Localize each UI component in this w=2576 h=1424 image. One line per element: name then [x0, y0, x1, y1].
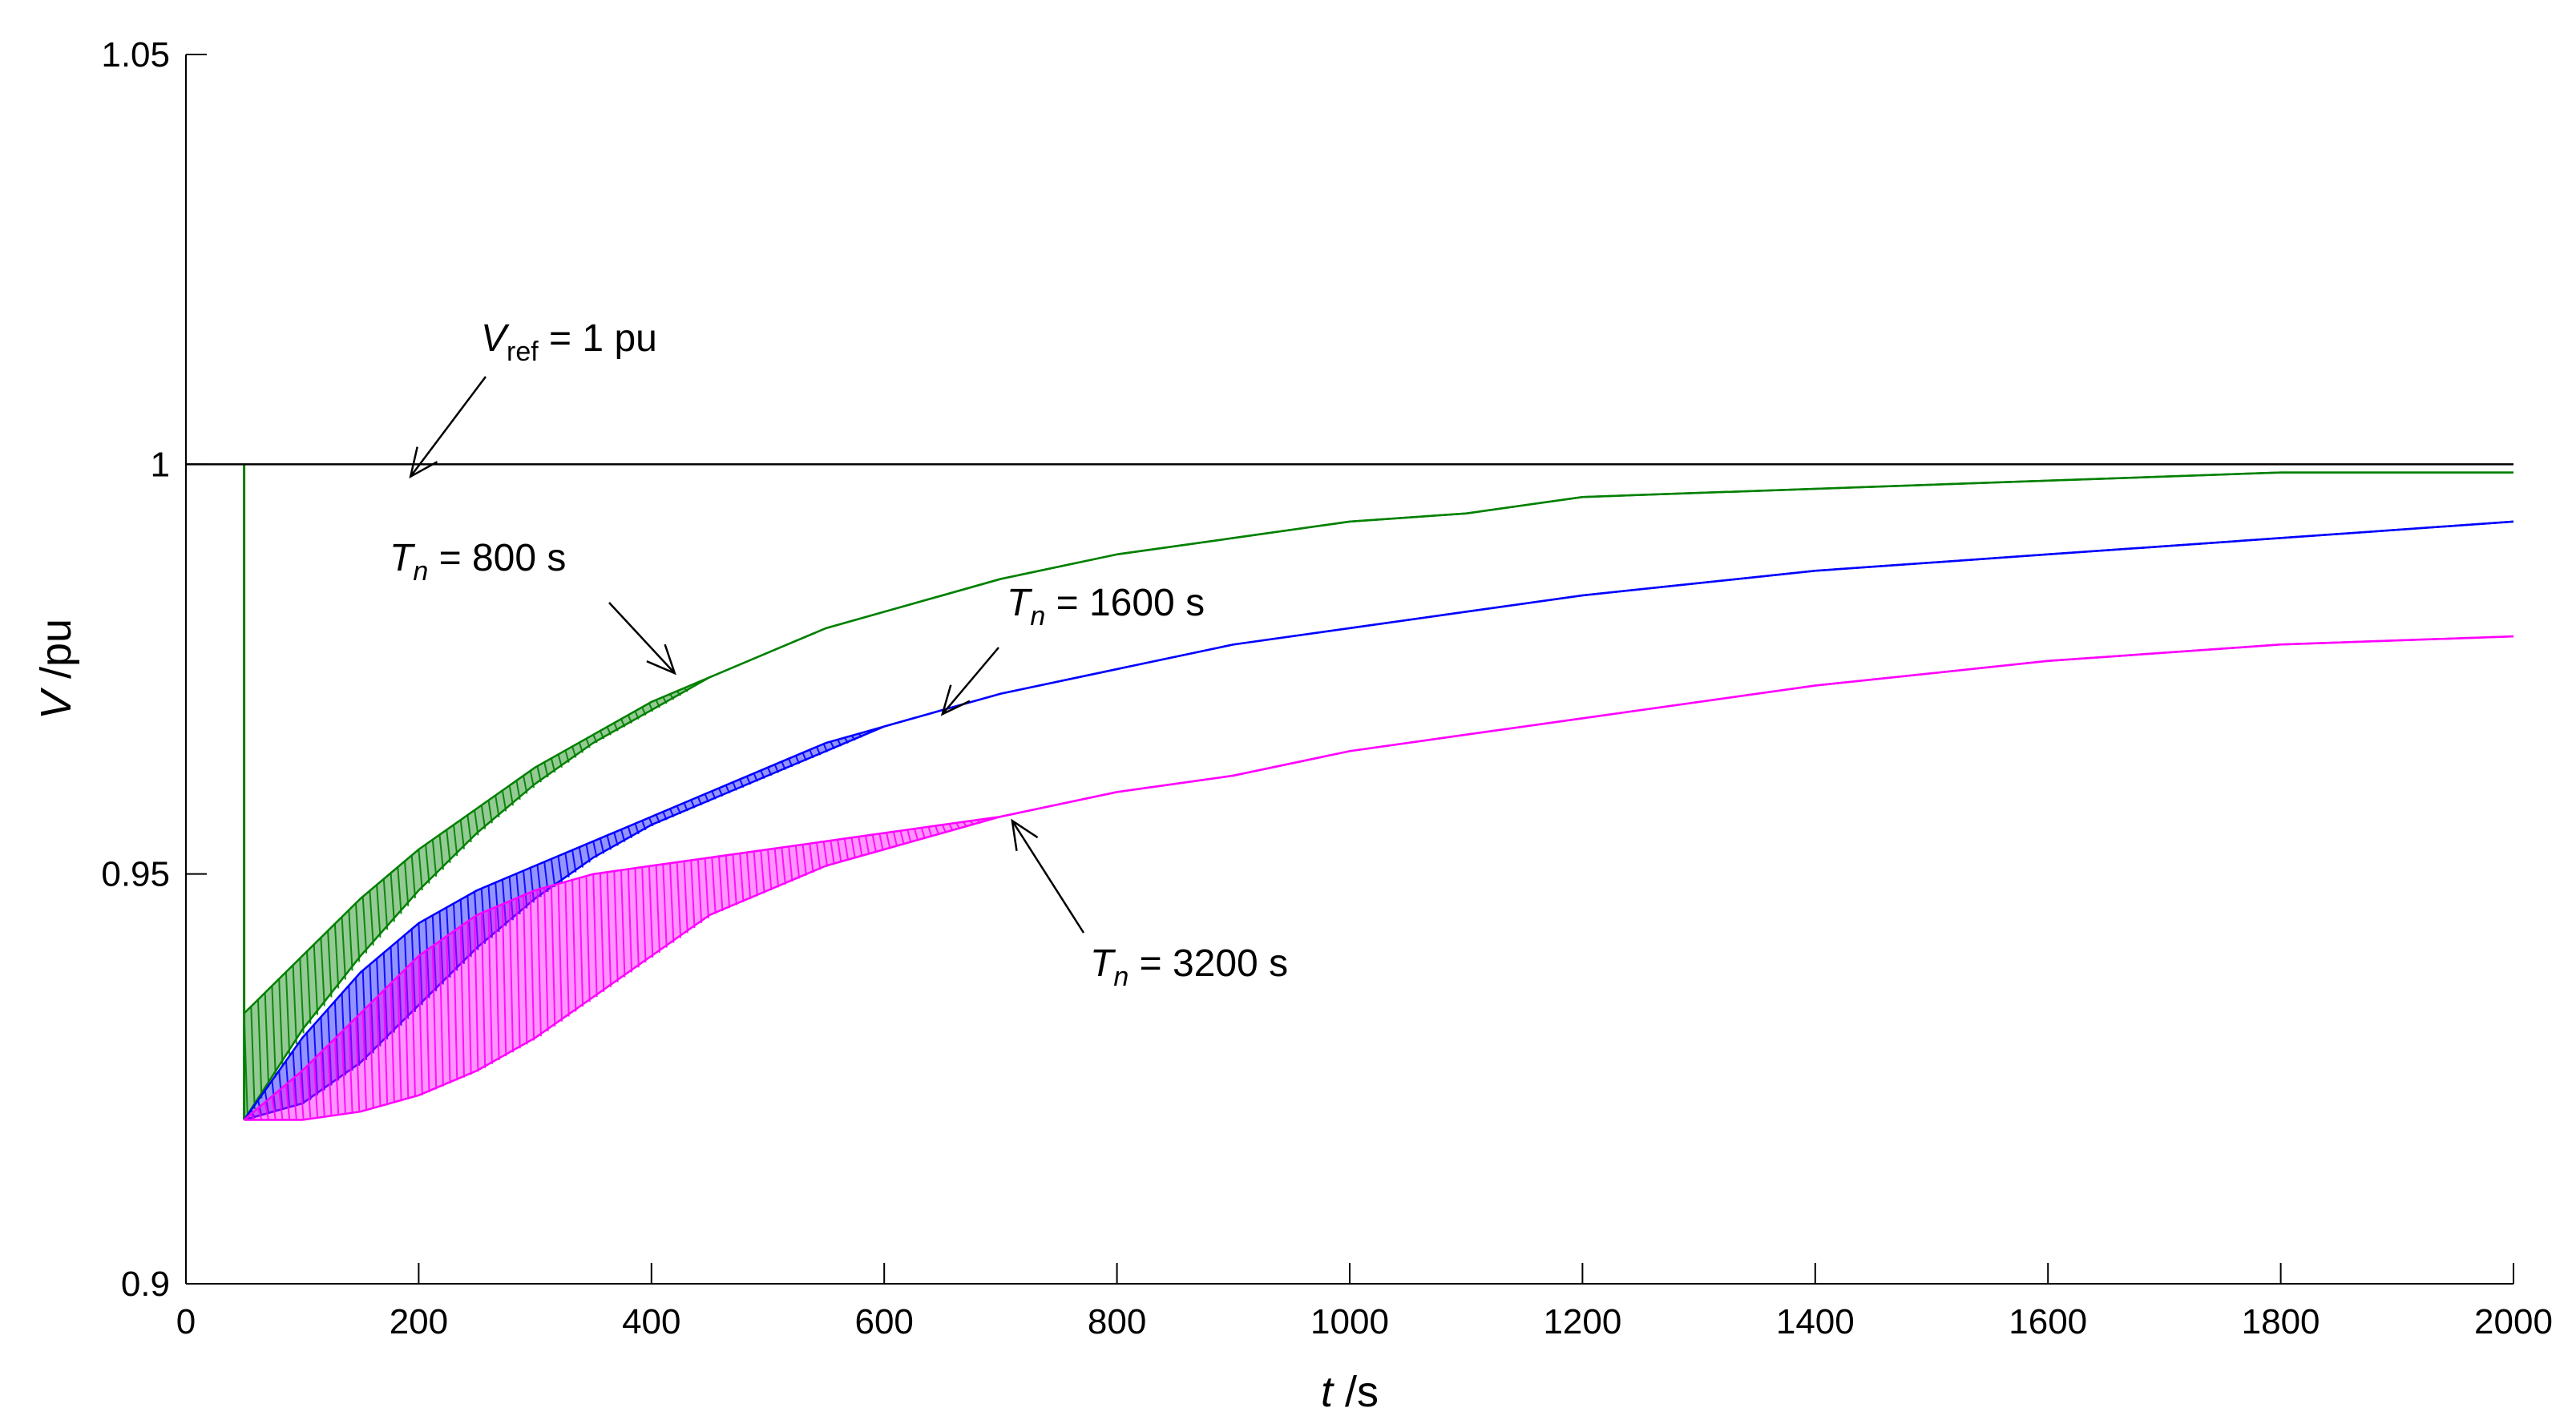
x-tick-label: 2000 [2474, 1302, 2553, 1341]
x-tick-label: 0 [176, 1302, 196, 1341]
series-tn3200-oscillation [250, 819, 982, 1121]
annotation-tn800-arrow [608, 602, 676, 676]
annotation-tn1600-arrow [940, 647, 999, 716]
series-tn800 [243, 471, 2513, 1121]
axes: 0 200 400 600 800 1000 1200 1400 1600 1800 2000 0.… [101, 35, 2553, 1341]
x-tick-label: 1200 [1543, 1302, 1621, 1341]
x-tick-label: 1800 [2242, 1302, 2320, 1341]
series-tn1600-band [244, 521, 2513, 1120]
annotations: Vref = 1 pu Tn = 800 s Tn = 1600 s Tn = … [390, 317, 1288, 992]
y-tick-label: 0.95 [101, 855, 170, 894]
x-tick-label: 1600 [2009, 1302, 2087, 1341]
x-ticks: 0 200 400 600 800 1000 1200 1400 1600 1800 2000 [176, 1263, 2553, 1341]
y-tick-label: 1 [151, 445, 170, 484]
annotation-tn3200-arrow [1011, 818, 1085, 934]
annotation-tn3200: Tn = 3200 s [1011, 818, 1288, 992]
series-tn3200 [243, 635, 2514, 1121]
series-tn3200-band [244, 636, 2513, 1120]
series-tn1600-upper-line [243, 520, 2514, 1121]
annotation-tn3200-label: Tn = 3200 s [1090, 942, 1288, 992]
annotation-tn1600-label: Tn = 1600 s [1007, 582, 1205, 631]
x-tick-label: 200 [390, 1302, 448, 1341]
series-tn800-band [244, 472, 2513, 1120]
annotation-vref: Vref = 1 pu [409, 317, 657, 479]
x-tick-label: 800 [1088, 1302, 1146, 1341]
x-tick-label: 600 [854, 1302, 913, 1341]
annotation-vref-arrow [409, 376, 487, 479]
plot-area [186, 463, 2514, 1121]
y-axis-label: V /pu [32, 619, 80, 720]
series-tn1600 [243, 520, 2514, 1121]
x-tick-label: 400 [622, 1302, 680, 1341]
series-tn3200-lower-line [244, 635, 2514, 1121]
annotation-tn1600: Tn = 1600 s [940, 582, 1205, 716]
series-tn800-lower-line [243, 471, 2513, 1121]
y-ticks: 0.9 0.95 1 1.05 [101, 35, 207, 1304]
x-axis-label: t /s [1321, 1368, 1379, 1416]
annotation-tn800: Tn = 800 s [390, 537, 676, 676]
series-tn800-oscillation [243, 688, 688, 1120]
annotation-vref-label: Vref = 1 pu [481, 317, 657, 367]
annotation-tn800-label: Tn = 800 s [390, 537, 566, 587]
x-tick-label: 1000 [1310, 1302, 1389, 1341]
y-tick-label: 0.9 [121, 1265, 170, 1304]
x-tick-label: 1400 [1776, 1302, 1855, 1341]
series-tn1600-lower-line [244, 520, 2514, 1121]
series-tn1600-oscillation [250, 732, 863, 1119]
y-tick-label: 1.05 [101, 35, 170, 75]
